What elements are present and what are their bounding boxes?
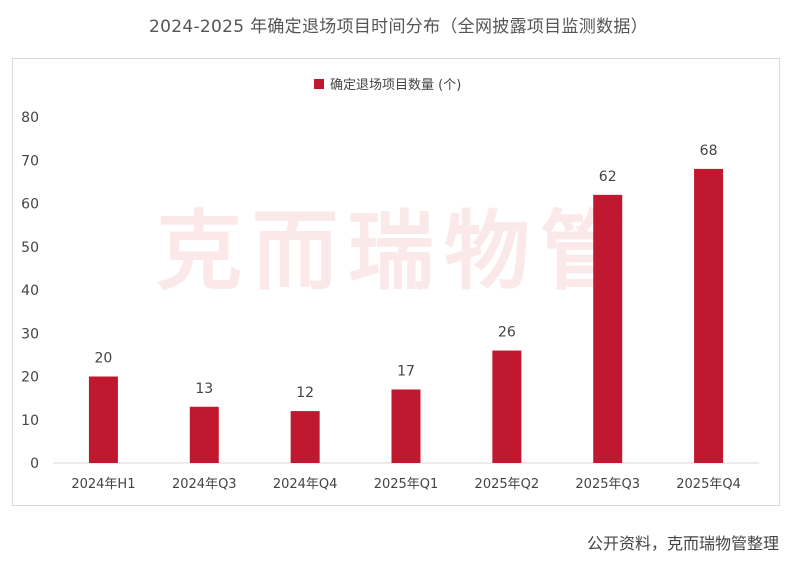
bar [492,350,522,463]
y-tick-label: 0 [30,456,39,472]
data-labels: 20 13 12 17 26 62 68 [95,143,718,401]
y-tick-label: 50 [21,240,39,256]
bar [189,406,219,463]
x-tick-label: 2024年Q4 [273,477,338,492]
y-tick-label: 80 [21,110,39,126]
data-label: 62 [599,169,617,185]
x-tick-label: 2024年H1 [71,477,135,492]
watermark: 克而瑞物管 [156,202,636,302]
legend-swatch [314,79,324,89]
y-tick-label: 20 [21,370,39,386]
legend-label: 确定退场项目数量 (个) [330,78,461,93]
x-tick-label: 2025年Q1 [374,477,439,492]
y-tick-label: 30 [21,326,39,342]
chart-frame: 克而瑞物管 确定退场项目数量 (个) 0 10 20 30 40 50 60 70 80 20 1… [12,58,780,506]
data-label: 12 [296,385,314,401]
x-axis: 2024年H1 2024年Q3 2024年Q4 2025年Q1 2025年Q2 2025年… [71,477,741,492]
y-tick-label: 40 [21,283,39,299]
bar [88,376,118,463]
source-note: 公开资料，克而瑞物管整理 [586,534,779,553]
data-label: 26 [498,325,516,341]
x-tick-label: 2024年Q3 [172,477,237,492]
bar [290,411,320,463]
x-tick-label: 2025年Q4 [676,477,741,492]
bars [88,168,724,463]
data-label: 13 [195,381,213,397]
bar [391,389,421,463]
y-axis: 0 10 20 30 40 50 60 70 80 [21,110,39,472]
chart-title: 2024-2025 年确定退场项目时间分布（全网披露项目监测数据） [149,17,648,37]
bar [593,194,623,463]
data-label: 20 [95,351,113,367]
bar [694,168,724,463]
y-tick-label: 70 [21,153,39,169]
x-tick-label: 2025年Q3 [575,477,640,492]
legend: 确定退场项目数量 (个) [314,78,461,93]
y-tick-label: 60 [21,197,39,213]
data-label: 68 [700,143,718,159]
data-label: 17 [397,363,415,379]
y-tick-label: 10 [21,413,39,429]
x-tick-label: 2025年Q2 [475,477,540,492]
bar-chart: 克而瑞物管 确定退场项目数量 (个) 0 10 20 30 40 50 60 70 80 20 1… [21,78,759,492]
